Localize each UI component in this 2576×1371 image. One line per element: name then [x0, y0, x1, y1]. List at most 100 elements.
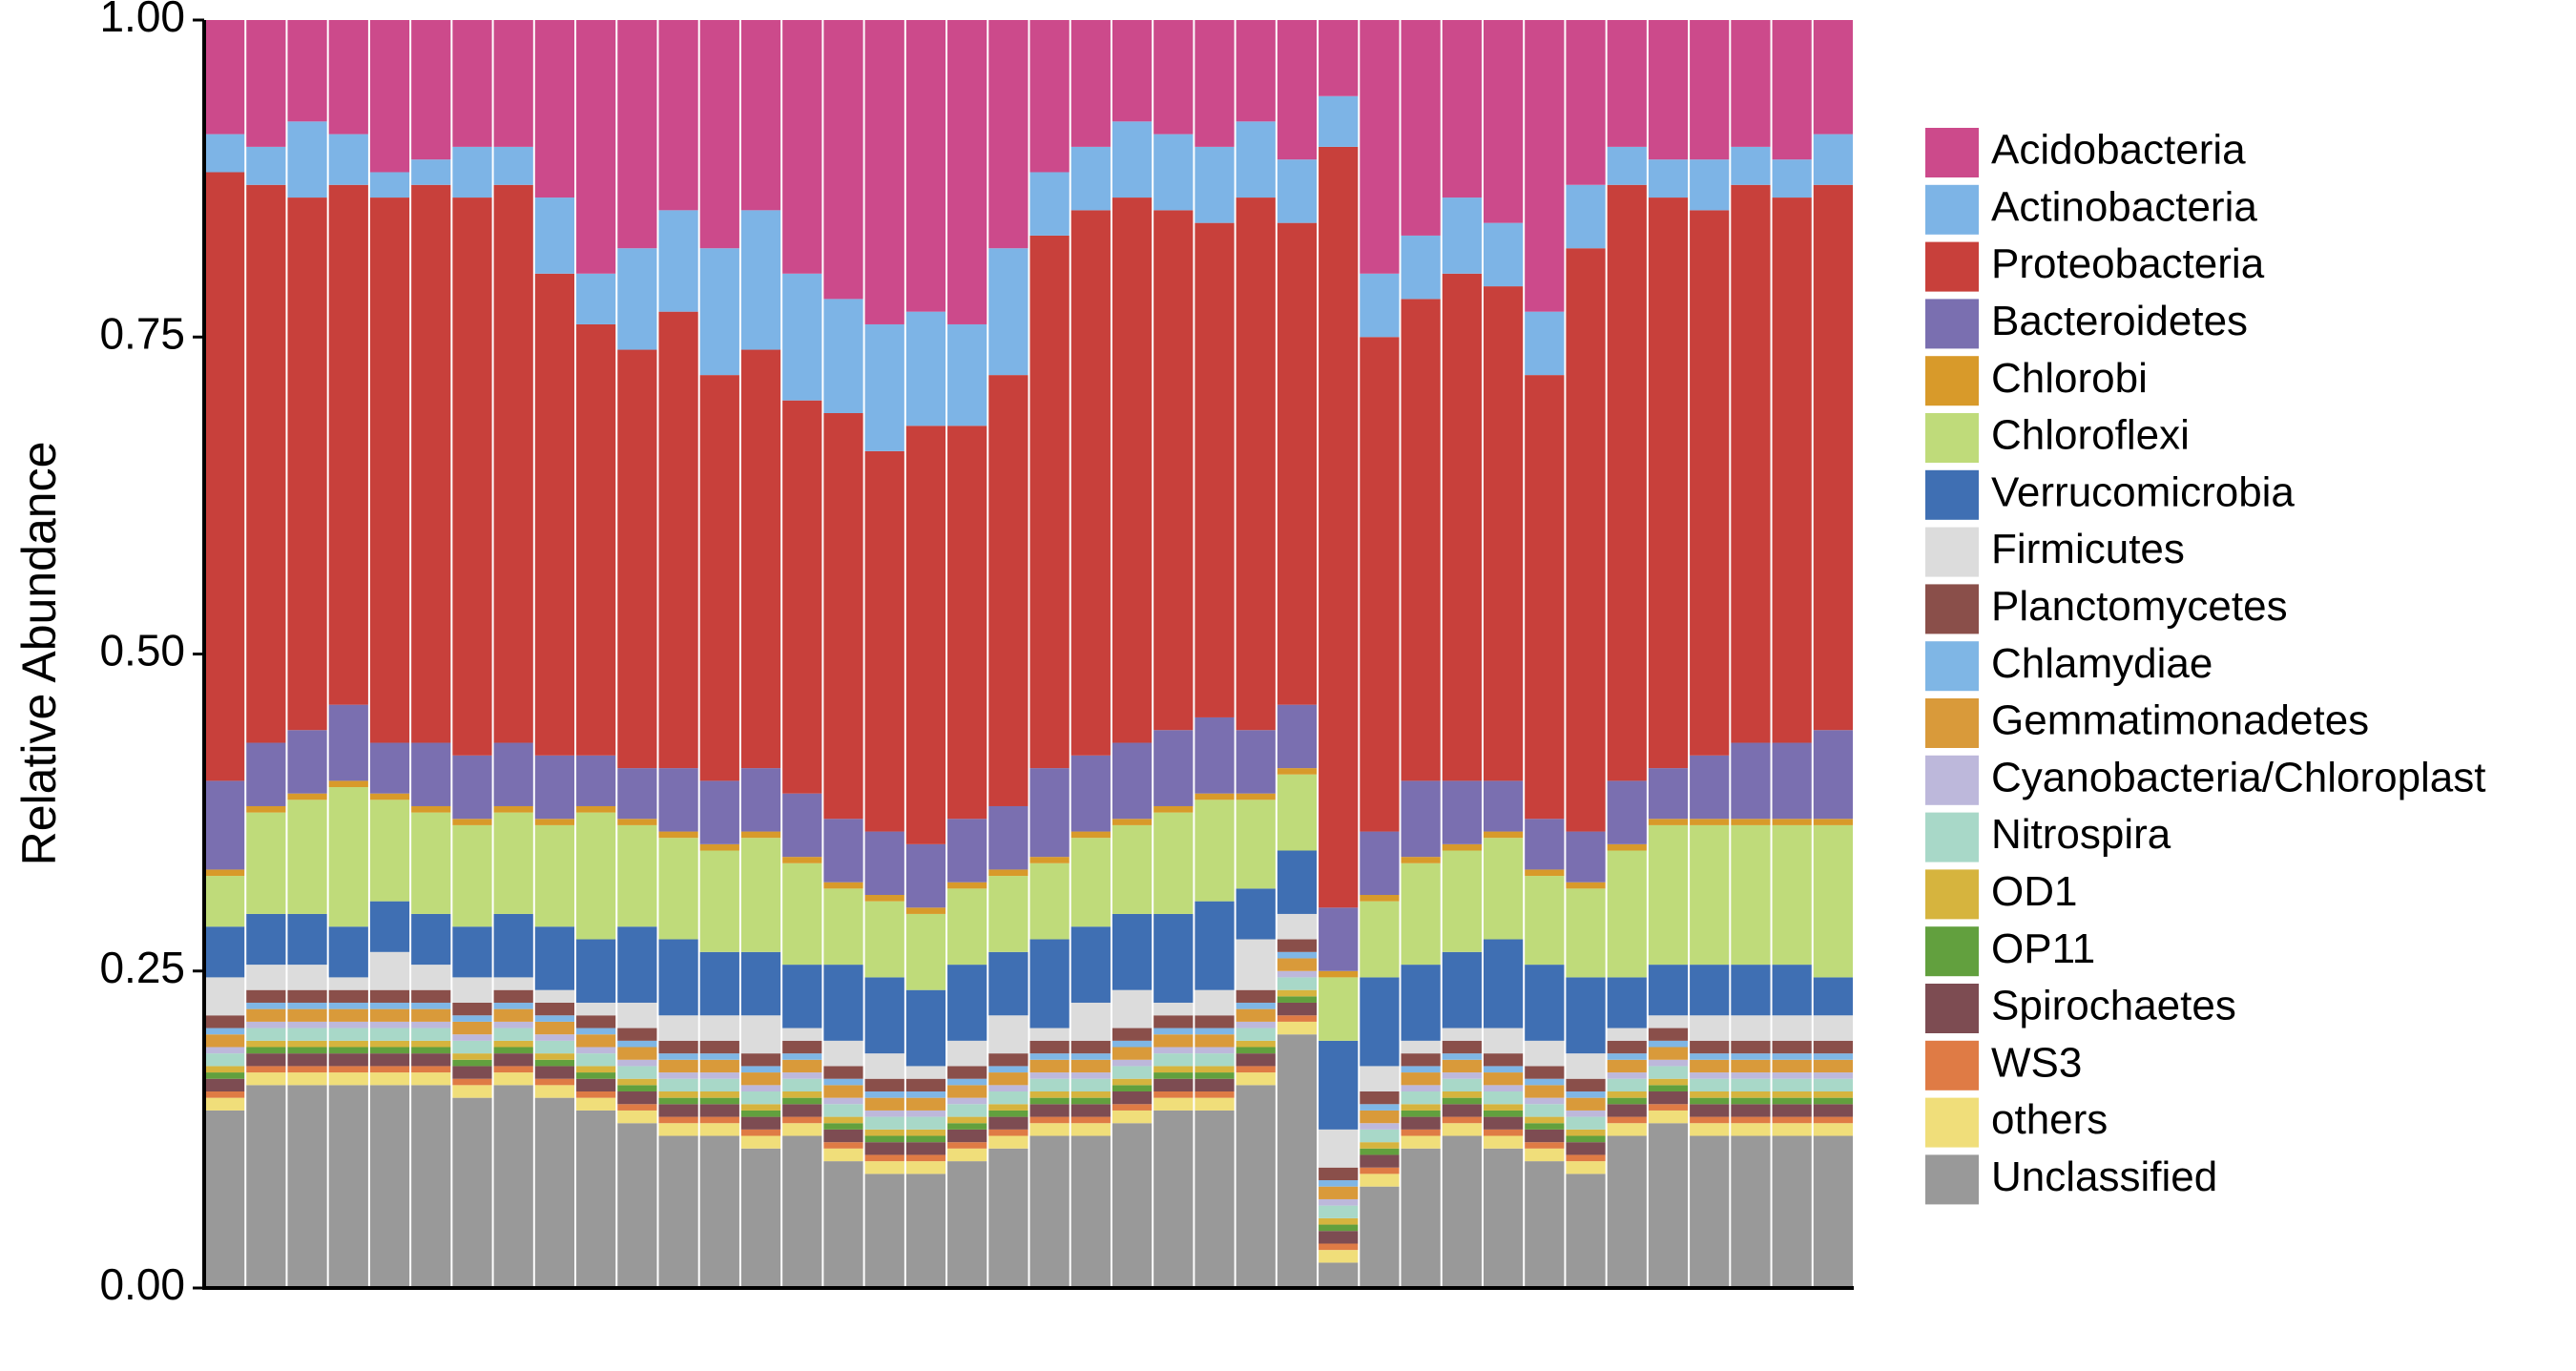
- bar-segment: [617, 1002, 657, 1028]
- legend-label: Unclassified: [1991, 1153, 2217, 1200]
- bar-segment: [1029, 1116, 1070, 1124]
- legend-label: Spirochaetes: [1991, 983, 2236, 1029]
- legend-swatch: [1925, 984, 1979, 1033]
- bar-segment: [1731, 742, 1771, 820]
- bar-segment: [1277, 1002, 1318, 1016]
- bar-segment: [864, 1154, 904, 1162]
- bar-segment: [1360, 1110, 1400, 1124]
- bar-segment: [1442, 843, 1482, 851]
- bar-segment: [534, 755, 575, 820]
- bar-segment: [699, 1059, 739, 1073]
- bar-segment: [1195, 793, 1235, 800]
- bar-segment: [1648, 20, 1689, 160]
- bar-segment: [452, 1053, 492, 1060]
- bar-segment: [905, 1110, 946, 1117]
- bar-segment: [1648, 1085, 1689, 1092]
- bar-segment: [369, 1021, 410, 1028]
- bar-segment: [411, 1047, 451, 1054]
- bar-segment: [1566, 1129, 1606, 1136]
- bar-segment: [1153, 1072, 1194, 1079]
- bar-segment: [1442, 1104, 1482, 1117]
- bar-segment: [1236, 1066, 1276, 1073]
- bar-segment: [1607, 1091, 1647, 1098]
- bar-segment: [1153, 1066, 1194, 1073]
- bar-segment: [1401, 235, 1441, 300]
- bar-segment: [1813, 1123, 1853, 1136]
- bar-segment: [369, 793, 410, 800]
- bar-segment: [658, 311, 698, 769]
- bar-segment: [905, 1116, 946, 1130]
- y-tick-label: 0.50: [99, 626, 185, 675]
- bar-segment: [1442, 1053, 1482, 1060]
- bar-segment: [1111, 824, 1153, 914]
- bar-segment: [905, 913, 946, 990]
- legend-swatch: [1925, 128, 1979, 177]
- bar-segment: [1236, 1021, 1276, 1028]
- bar-segment: [534, 273, 575, 756]
- bar-segment: [576, 1002, 616, 1016]
- bar-segment: [328, 926, 368, 978]
- bar-segment: [740, 1066, 781, 1073]
- bar-segment: [493, 989, 533, 1003]
- bar-segment: [1236, 1028, 1276, 1041]
- bar-segment: [1319, 1224, 1359, 1232]
- bar-segment: [1111, 913, 1153, 990]
- bar-segment: [205, 134, 245, 173]
- bar-segment: [947, 1123, 987, 1130]
- bar-segment: [782, 20, 822, 274]
- bar-segment: [1442, 273, 1482, 781]
- bar-segment: [452, 1021, 492, 1035]
- bar-segment: [493, 1066, 533, 1073]
- bar-segment: [493, 1040, 533, 1048]
- bar-segment: [534, 824, 575, 927]
- bar-segment: [1236, 1053, 1276, 1067]
- bar-segment: [1607, 977, 1647, 1028]
- bar-segment: [534, 1053, 575, 1060]
- bar-segment: [1029, 1040, 1070, 1054]
- bar-segment: [1525, 20, 1565, 312]
- bar-segment: [1566, 1142, 1606, 1155]
- bar-segment: [864, 1110, 904, 1117]
- bar-segment: [864, 323, 904, 451]
- bar-segment: [1360, 20, 1400, 274]
- bar-segment: [1153, 20, 1194, 135]
- bar-segment: [1525, 1161, 1565, 1288]
- bar-segment: [205, 1078, 245, 1092]
- bar-segment: [658, 1135, 698, 1288]
- bar-segment: [493, 742, 533, 806]
- legend-label: Bacteroidetes: [1991, 298, 2248, 344]
- bar-segment: [576, 1053, 616, 1067]
- bar-segment: [1195, 1110, 1235, 1288]
- bar-segment: [658, 20, 698, 211]
- bar-segment: [740, 838, 781, 952]
- bar-segment: [1360, 977, 1400, 1067]
- bar-segment: [1070, 146, 1111, 211]
- bar-segment: [699, 1072, 739, 1079]
- bar-segment: [534, 1078, 575, 1086]
- bar-segment: [1111, 742, 1153, 820]
- bar-segment: [1607, 1078, 1647, 1092]
- bar-segment: [905, 1091, 946, 1098]
- bar-segment: [864, 450, 904, 832]
- bar-segment: [1029, 1097, 1070, 1105]
- bar-segment: [1070, 755, 1111, 832]
- bar-segment: [1525, 1148, 1565, 1162]
- bar-segment: [1690, 1123, 1730, 1136]
- bar-segment: [411, 742, 451, 806]
- bar-segment: [534, 197, 575, 274]
- bar-segment: [1525, 1040, 1565, 1067]
- bar-segment: [1483, 1104, 1524, 1111]
- bar-segment: [369, 1040, 410, 1048]
- bar-segment: [246, 146, 286, 185]
- legend-swatch: [1925, 926, 1979, 977]
- bar-segment: [823, 299, 863, 413]
- bar-segment: [1483, 1116, 1524, 1130]
- bar-segment: [1111, 1047, 1153, 1060]
- bar-segment: [1195, 1091, 1235, 1098]
- bar-segment: [1772, 1078, 1812, 1092]
- bar-segment: [328, 977, 368, 990]
- bar-segment: [576, 1066, 616, 1073]
- bar-segment: [947, 323, 987, 426]
- bar-segment: [205, 1091, 245, 1098]
